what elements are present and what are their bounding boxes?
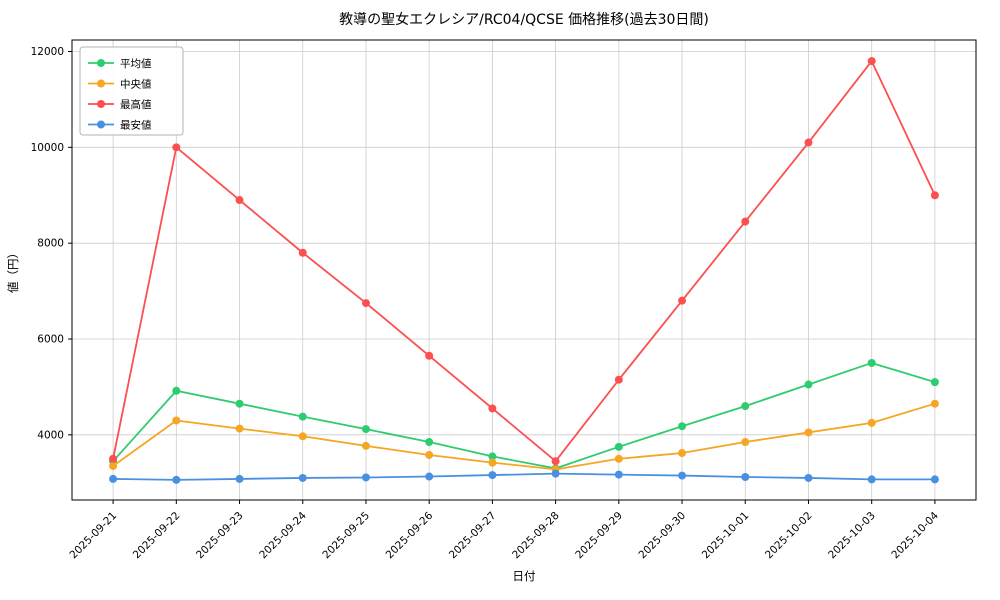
- data-point: [741, 473, 750, 481]
- y-tick-label: 8000: [37, 238, 64, 250]
- chart-title: 教導の聖女エクレシア/RC04/QCSE 価格推移(過去30日間): [339, 11, 709, 28]
- data-point: [298, 248, 307, 257]
- data-point: [488, 471, 497, 480]
- data-point: [741, 402, 750, 411]
- data-point: [109, 461, 118, 470]
- data-point: [930, 399, 939, 408]
- y-tick-label: 10000: [31, 142, 64, 154]
- data-point: [361, 425, 370, 434]
- data-point: [678, 422, 687, 431]
- data-point: [235, 399, 244, 408]
- legend-label-3: 最安値: [120, 118, 152, 131]
- data-point: [172, 143, 181, 152]
- data-point: [235, 196, 244, 205]
- data-point: [614, 442, 623, 451]
- data-point: [551, 457, 560, 466]
- data-point: [930, 191, 939, 200]
- data-point: [361, 441, 370, 450]
- y-tick-label: 4000: [37, 429, 64, 441]
- data-point: [109, 454, 118, 463]
- data-point: [678, 471, 687, 480]
- data-point: [488, 404, 497, 413]
- data-point: [614, 470, 623, 479]
- series-2: [109, 57, 939, 466]
- data-point: [298, 412, 307, 421]
- data-point: [614, 454, 623, 463]
- data-point: [867, 475, 876, 484]
- data-point: [109, 474, 118, 483]
- data-point: [172, 386, 181, 395]
- data-point: [804, 473, 813, 482]
- data-point: [930, 475, 939, 484]
- data-point: [804, 138, 813, 147]
- data-point: [741, 217, 750, 226]
- data-point: [425, 450, 434, 459]
- data-point: [298, 473, 307, 482]
- data-point: [867, 418, 876, 427]
- data-point: [488, 452, 497, 461]
- data-point: [235, 424, 244, 433]
- data-point: [930, 378, 939, 387]
- data-point: [172, 475, 181, 484]
- data-point: [425, 351, 434, 360]
- y-tick-label: 12000: [31, 46, 64, 58]
- data-point: [678, 296, 687, 305]
- data-point: [867, 358, 876, 367]
- x-axis-label: 日付: [513, 569, 536, 583]
- data-point: [172, 416, 181, 425]
- y-axis-label: 値（円）: [6, 247, 20, 293]
- data-point: [804, 380, 813, 389]
- data-point: [361, 473, 370, 482]
- data-point: [425, 472, 434, 481]
- data-point: [298, 432, 307, 441]
- legend-label-2: 最高値: [120, 98, 152, 111]
- data-point: [678, 449, 687, 458]
- data-point: [488, 458, 497, 467]
- plot-border: [71, 39, 977, 501]
- data-point: [867, 57, 876, 66]
- data-point: [614, 375, 623, 384]
- series-3: [109, 469, 939, 484]
- data-point: [551, 469, 560, 478]
- y-tick-label: 6000: [37, 334, 64, 346]
- legend-label-0: 平均値: [120, 57, 152, 70]
- legend-label-1: 中央値: [120, 77, 152, 90]
- data-point: [804, 428, 813, 437]
- data-point: [741, 438, 750, 447]
- data-point: [361, 299, 370, 308]
- data-point: [425, 438, 434, 447]
- data-point: [235, 474, 244, 483]
